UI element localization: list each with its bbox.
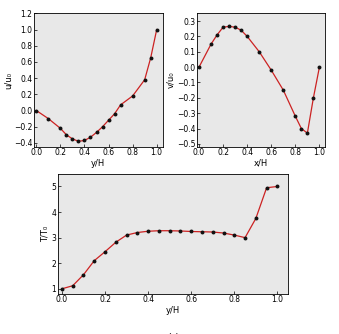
Point <box>210 229 216 235</box>
Point <box>238 28 244 33</box>
Point <box>148 55 153 60</box>
Point <box>100 124 105 129</box>
Point <box>92 258 97 263</box>
Point <box>81 272 86 278</box>
Point <box>221 230 226 236</box>
X-axis label: x/H: x/H <box>254 159 268 168</box>
Point <box>257 49 262 54</box>
Point <box>232 232 237 238</box>
X-axis label: y/H: y/H <box>91 159 105 168</box>
Point <box>156 228 162 233</box>
Y-axis label: u/u₀: u/u₀ <box>4 72 13 89</box>
Point <box>196 64 202 70</box>
Point <box>113 239 119 245</box>
Point <box>124 232 129 238</box>
Point <box>268 67 274 73</box>
Point <box>70 136 75 142</box>
Point <box>220 24 226 30</box>
Y-axis label: T/T₀: T/T₀ <box>41 226 50 242</box>
Point <box>293 114 298 119</box>
Point <box>188 229 194 234</box>
Point <box>299 126 304 131</box>
Point <box>233 24 238 30</box>
Point <box>135 230 140 235</box>
Point <box>226 24 232 29</box>
Point <box>106 118 111 123</box>
Point <box>244 34 250 39</box>
Point <box>154 27 159 32</box>
Point <box>130 93 135 99</box>
Point <box>82 138 87 143</box>
Point <box>59 286 65 292</box>
Text: (b): (b) <box>254 198 268 208</box>
Point <box>281 88 286 93</box>
Point <box>34 108 39 113</box>
Y-axis label: v/u₀: v/u₀ <box>166 72 175 89</box>
Point <box>317 64 322 70</box>
Point <box>305 131 310 136</box>
Point <box>264 185 269 190</box>
Point <box>112 111 117 117</box>
Point <box>46 116 51 121</box>
Text: (a): (a) <box>92 198 105 208</box>
Point <box>208 41 214 47</box>
Point <box>70 283 75 288</box>
Point <box>76 139 81 144</box>
Point <box>199 229 205 234</box>
Text: (c): (c) <box>166 332 179 334</box>
X-axis label: y/H: y/H <box>166 306 180 315</box>
Point <box>242 235 248 240</box>
Point <box>88 135 93 140</box>
Point <box>145 228 151 234</box>
Point <box>64 132 69 138</box>
Point <box>142 77 147 82</box>
Point <box>275 184 280 189</box>
Point <box>311 95 316 101</box>
Point <box>253 216 259 221</box>
Point <box>167 228 172 233</box>
Point <box>178 228 183 234</box>
Point <box>118 102 123 108</box>
Point <box>58 126 63 131</box>
Point <box>94 130 99 135</box>
Point <box>102 249 108 255</box>
Point <box>214 32 220 37</box>
